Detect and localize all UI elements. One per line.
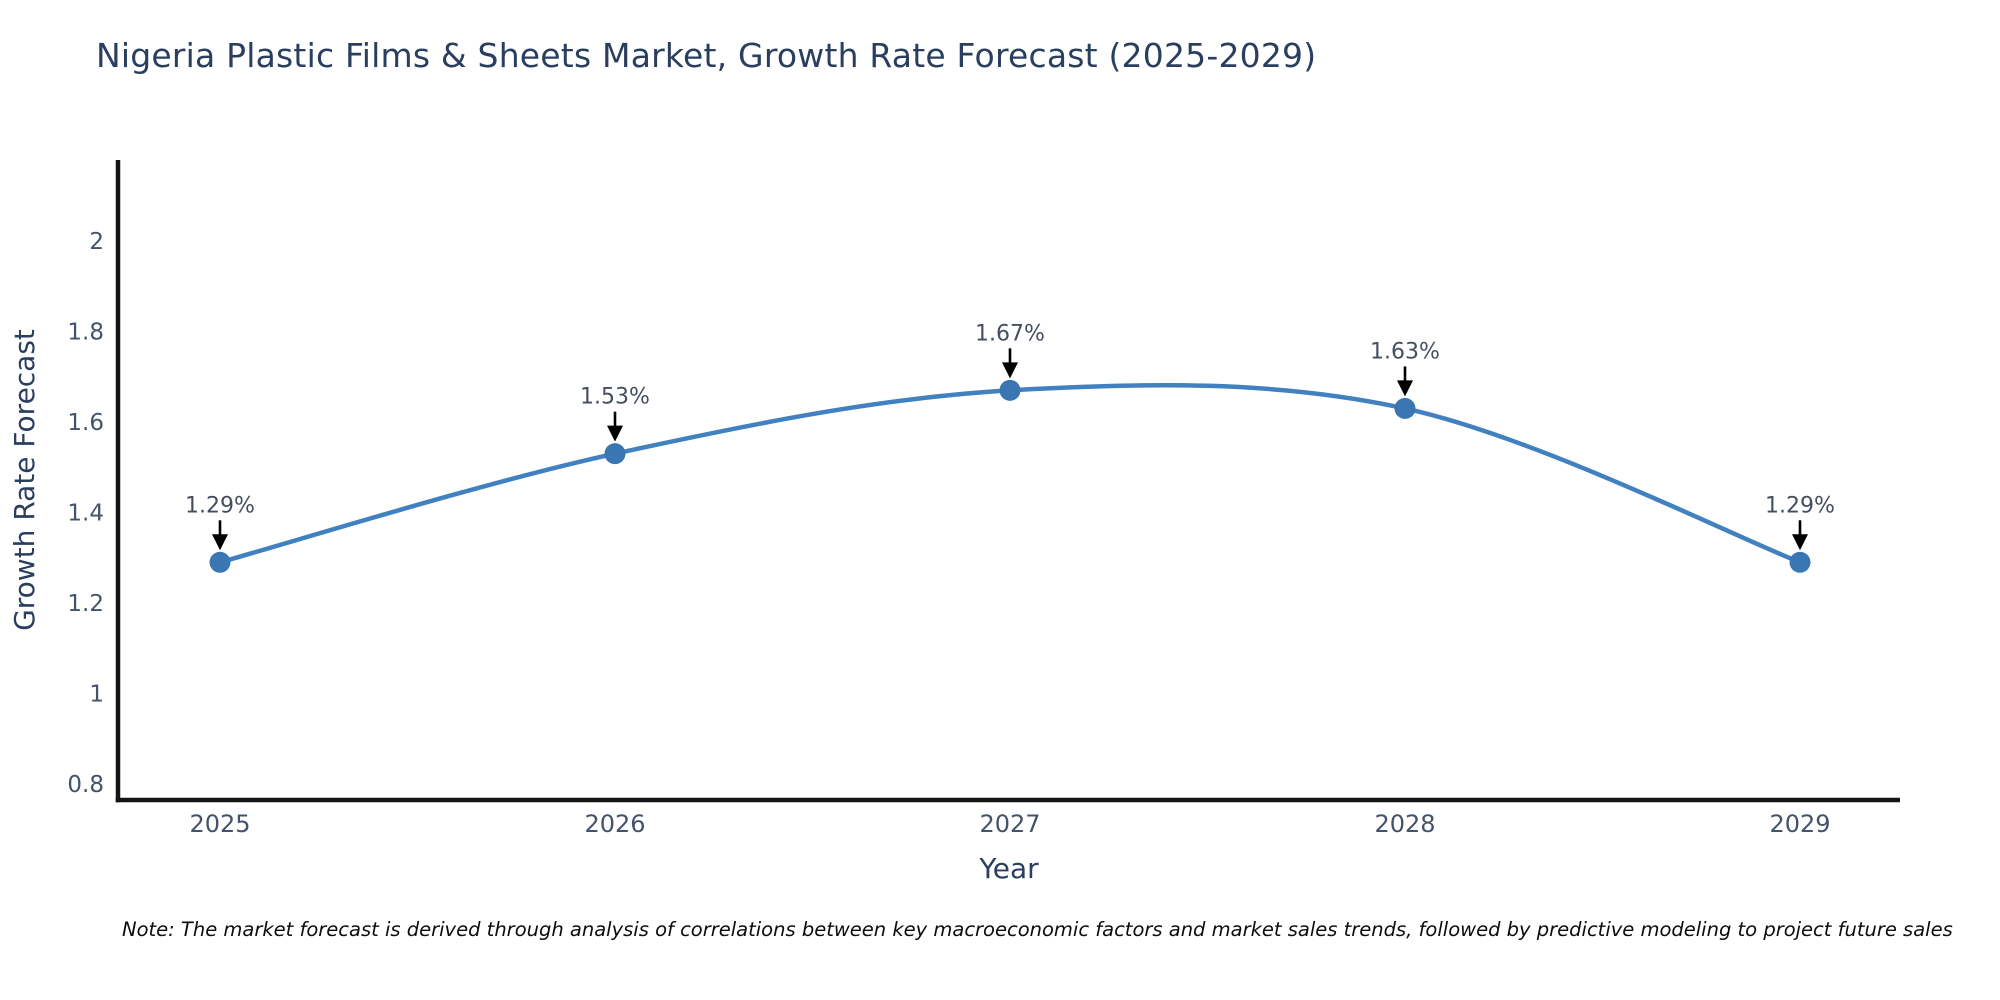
y-tick-label: 2 xyxy=(89,229,104,255)
data-point-2025[interactable] xyxy=(209,551,231,573)
y-tick-label: 1.2 xyxy=(67,591,104,617)
data-point-2027[interactable] xyxy=(999,379,1021,401)
point-value-label: 1.29% xyxy=(1765,493,1835,518)
series-line xyxy=(217,382,1803,565)
data-point-2026[interactable] xyxy=(604,443,626,465)
point-value-label: 1.63% xyxy=(1370,339,1440,364)
point-value-label: 1.67% xyxy=(975,321,1045,346)
x-tick-label: 2027 xyxy=(979,810,1040,838)
annotation-arrowhead-icon xyxy=(1002,362,1018,379)
y-tick-label: 1.6 xyxy=(67,410,104,436)
footnote: Note: The market forecast is derived thr… xyxy=(122,918,1953,941)
plot-svg: 0.8 1 1.2 1.4 1.6 1.8 2 2025 2026 2027 2028 2029 Yea… xyxy=(8,160,1900,885)
annotation-arrowhead-icon xyxy=(607,425,623,442)
y-axis-title: Growth Rate Forecast xyxy=(8,329,41,631)
annotation-arrowhead-icon xyxy=(212,534,228,551)
annotation-arrowhead-icon xyxy=(1792,534,1808,551)
y-tick-label: 0.8 xyxy=(67,772,104,798)
x-axis-title: Year xyxy=(978,852,1039,885)
data-point-2029[interactable] xyxy=(1789,551,1811,573)
y-tick-label: 1.8 xyxy=(67,320,104,346)
x-tick-label: 2028 xyxy=(1374,810,1435,838)
x-tick-label: 2029 xyxy=(1769,810,1830,838)
point-value-label: 1.29% xyxy=(185,493,255,518)
chart-title: Nigeria Plastic Films & Sheets Market, G… xyxy=(96,36,1317,75)
point-value-label: 1.53% xyxy=(580,385,650,410)
x-tick-label: 2026 xyxy=(584,810,645,838)
y-tick-label: 1.4 xyxy=(67,501,104,527)
annotation-arrowhead-icon xyxy=(1397,380,1413,397)
data-point-2028[interactable] xyxy=(1394,397,1416,419)
y-tick-label: 1 xyxy=(89,682,104,708)
x-tick-label: 2025 xyxy=(189,810,250,838)
